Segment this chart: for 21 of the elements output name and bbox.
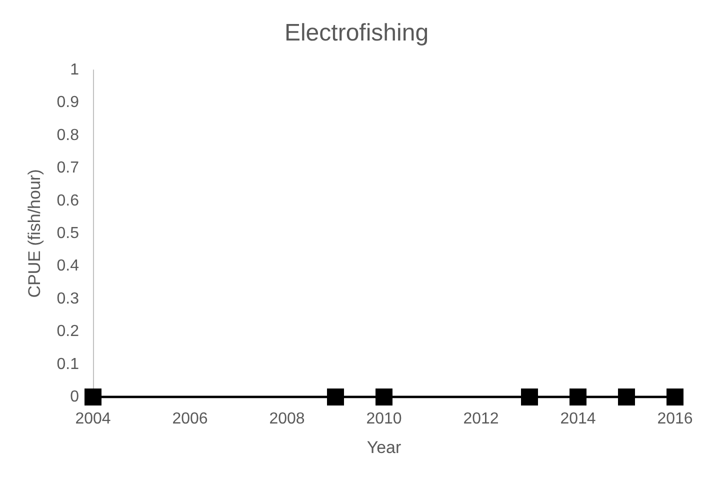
x-tick-label: 2006 xyxy=(172,410,208,428)
y-tick-label: 0.2 xyxy=(56,323,80,340)
y-tick-label: 0.8 xyxy=(56,126,80,144)
x-tick-label: 2014 xyxy=(560,410,596,428)
y-tick-label: 0.9 xyxy=(56,94,80,112)
x-tick-label: 2008 xyxy=(269,410,305,428)
y-tick-label: 0.5 xyxy=(56,225,80,242)
x-tick-label: 2004 xyxy=(75,410,111,428)
y-tick-label: 1 xyxy=(70,62,80,78)
y-tick-label: 0.7 xyxy=(56,160,80,177)
x-axis-title: Year xyxy=(366,438,402,457)
x-tick-label: 2016 xyxy=(657,410,693,428)
y-tick-label: 0.3 xyxy=(56,290,80,308)
x-tick-label: 2012 xyxy=(463,410,499,428)
x-tick-label: 2010 xyxy=(366,410,402,428)
chart-title: Electrofishing xyxy=(284,20,429,46)
y-axis-title: CPUE (fish/hour) xyxy=(25,169,44,298)
y-tick-label: 0 xyxy=(70,388,80,406)
y-tick-label: 0.4 xyxy=(56,258,80,275)
y-tick-label: 0.1 xyxy=(56,356,80,373)
y-tick-label: 0.6 xyxy=(56,192,80,210)
